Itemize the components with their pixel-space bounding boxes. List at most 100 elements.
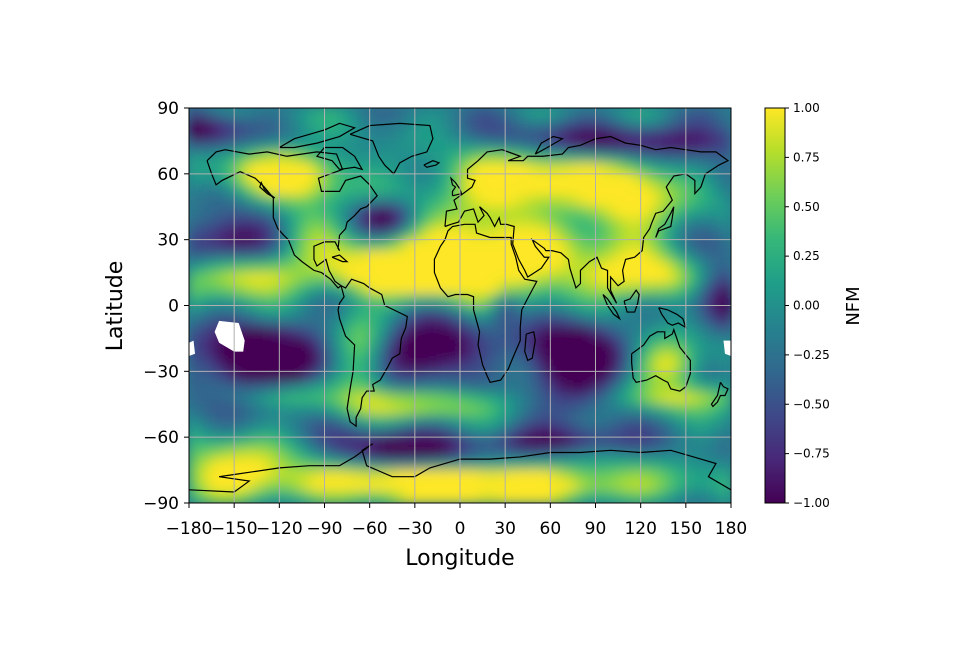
field-cell	[564, 480, 574, 493]
field-cell	[564, 217, 574, 230]
field-cell	[610, 283, 619, 296]
field-cell	[218, 458, 228, 471]
field-cell	[647, 250, 657, 263]
field-cell	[617, 469, 627, 482]
field-cell	[196, 195, 205, 208]
field-cell	[399, 151, 408, 164]
field-cell	[361, 315, 371, 328]
field-cell	[211, 173, 220, 186]
field-cell	[459, 195, 469, 208]
field-cell	[512, 118, 521, 131]
field-cell	[497, 261, 506, 274]
field-cell	[436, 206, 446, 219]
field-cell	[504, 480, 514, 493]
field-cell	[248, 458, 258, 471]
field-cell	[655, 414, 664, 427]
field-cell	[361, 228, 371, 241]
field-cell	[534, 217, 544, 230]
field-cell	[241, 469, 250, 482]
field-cell	[256, 480, 265, 493]
field-cell	[196, 162, 205, 175]
field-cell	[459, 151, 469, 164]
field-cell	[414, 129, 423, 142]
field-cell	[610, 425, 619, 438]
field-cell	[655, 294, 664, 306]
field-cell	[655, 129, 664, 142]
field-cell	[497, 315, 506, 328]
field-cell	[301, 348, 310, 361]
field-cell	[662, 173, 672, 186]
field-cell	[444, 315, 453, 328]
field-cell	[189, 118, 198, 131]
field-cell	[527, 118, 536, 131]
field-cell	[233, 458, 243, 471]
field-cell	[519, 469, 529, 482]
field-cell	[361, 217, 371, 230]
field-cell	[339, 491, 348, 503]
field-cell	[256, 436, 265, 449]
field-cell	[339, 359, 348, 372]
field-cell	[444, 491, 453, 503]
field-cell	[482, 294, 491, 306]
field-cell	[331, 261, 341, 274]
field-cell	[602, 217, 612, 230]
field-cell	[451, 173, 461, 186]
field-cell	[339, 195, 348, 208]
field-cell	[421, 480, 431, 493]
field-cell	[497, 370, 506, 383]
field-cell	[549, 162, 559, 175]
field-cell	[226, 381, 235, 394]
field-cell	[414, 305, 423, 317]
field-cell	[346, 294, 356, 306]
field-cell	[436, 359, 446, 372]
field-cell	[557, 206, 566, 219]
field-cell	[542, 272, 551, 285]
field-cell	[278, 118, 288, 131]
field-cell	[263, 151, 273, 164]
field-cell	[602, 140, 612, 153]
field-cell	[700, 348, 709, 361]
field-cell	[685, 414, 694, 427]
field-cell	[308, 173, 318, 186]
field-cell	[384, 348, 393, 361]
field-cell	[685, 447, 694, 460]
field-cell	[474, 118, 484, 131]
field-cell	[722, 348, 731, 361]
field-cell	[218, 359, 228, 372]
field-cell	[361, 414, 371, 427]
field-cell	[459, 359, 469, 372]
field-cell	[436, 469, 446, 482]
field-cell	[617, 403, 627, 416]
field-cell	[467, 206, 476, 219]
field-cell	[361, 283, 371, 296]
field-cell	[293, 162, 303, 175]
field-cell	[542, 195, 551, 208]
field-cell	[602, 491, 612, 503]
field-cell	[263, 381, 273, 394]
field-cell	[625, 392, 634, 405]
field-cell	[406, 294, 416, 306]
field-cell	[218, 283, 228, 296]
field-cell	[557, 447, 566, 460]
field-cell	[662, 359, 672, 372]
field-cell	[361, 108, 371, 120]
field-cell	[549, 272, 559, 285]
field-cell	[391, 414, 401, 427]
field-cell	[722, 370, 731, 383]
field-cell	[595, 206, 604, 219]
colorbar-tick-label: −0.25	[793, 348, 830, 362]
field-cell	[414, 447, 423, 460]
field-cell	[707, 414, 717, 427]
field-cell	[339, 151, 348, 164]
field-cell	[248, 436, 258, 449]
field-cell	[301, 294, 310, 306]
field-cell	[670, 447, 679, 460]
field-cell	[263, 294, 273, 306]
field-cell	[211, 206, 220, 219]
field-cell	[625, 480, 634, 493]
field-cell	[324, 184, 333, 197]
field-cell	[376, 414, 386, 427]
field-cell	[572, 283, 581, 296]
field-cell	[549, 261, 559, 274]
field-cell	[685, 326, 694, 339]
